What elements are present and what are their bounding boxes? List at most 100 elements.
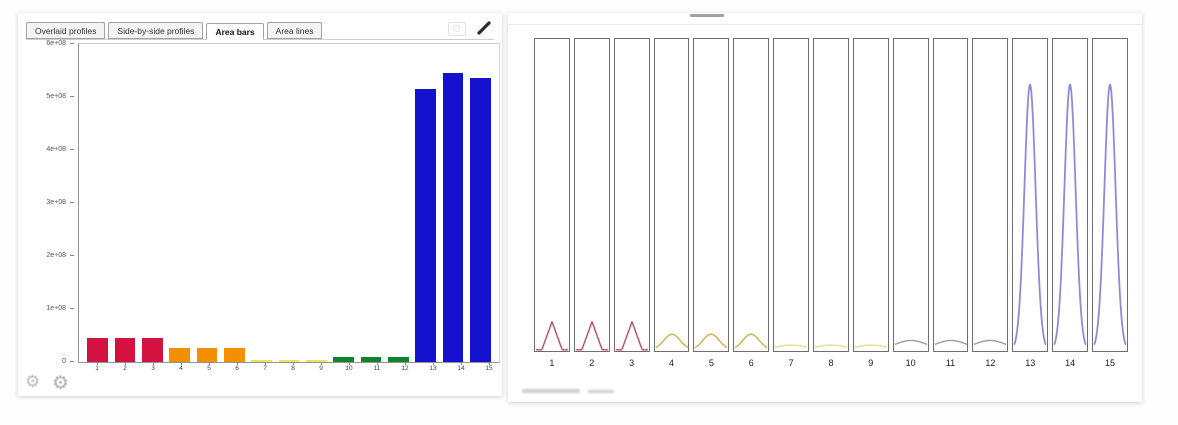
facet-axis-labels: 1 2 3 4 5 6 7 8 9 10 11 12 13 14 15 bbox=[534, 358, 1128, 368]
x-tick-label: 2 bbox=[123, 365, 127, 372]
facet-7 bbox=[773, 38, 810, 352]
gear-icon[interactable]: ⚙ bbox=[52, 373, 70, 394]
tab-side-by-side-profiles[interactable]: Side-by-side profiles bbox=[108, 21, 204, 39]
x-tick: 13 bbox=[419, 362, 447, 378]
x-tick-mark bbox=[265, 362, 266, 365]
profile-curve-13 bbox=[1013, 83, 1047, 345]
y-tick-label: 0 bbox=[62, 357, 66, 365]
illegible-caption-text bbox=[522, 389, 580, 393]
profile-curve-2 bbox=[575, 321, 609, 351]
x-tick-mark bbox=[293, 362, 294, 365]
facet-15 bbox=[1092, 38, 1128, 352]
camera-icon[interactable] bbox=[448, 22, 466, 36]
bar-slot bbox=[166, 44, 193, 362]
facet-label: 12 bbox=[985, 358, 996, 368]
x-tick-label: 12 bbox=[401, 365, 409, 372]
x-tick-label: 5 bbox=[207, 365, 211, 372]
bar-slot bbox=[275, 44, 302, 362]
x-tick-mark bbox=[153, 362, 154, 365]
profile-curve-8 bbox=[814, 344, 848, 348]
x-tick-label: 7 bbox=[263, 365, 267, 372]
profile-curve-9 bbox=[854, 344, 888, 348]
x-tick: 1 bbox=[83, 362, 111, 378]
y-tick-mark bbox=[70, 96, 74, 97]
x-tick-label: 11 bbox=[373, 365, 381, 372]
bar-slot bbox=[412, 44, 439, 362]
bar-slot bbox=[439, 44, 466, 362]
x-tick: 14 bbox=[447, 362, 475, 378]
bar-slot bbox=[139, 44, 166, 362]
tab-overlaid-profiles[interactable]: Overlaid profiles bbox=[26, 21, 106, 39]
facet-label: 2 bbox=[589, 358, 595, 368]
x-tick-mark bbox=[377, 362, 378, 365]
facet-label: 6 bbox=[748, 358, 754, 368]
tab-bar: Overlaid profiles Side-by-side profiles Ar… bbox=[26, 20, 494, 40]
x-tick-label: 14 bbox=[457, 365, 465, 372]
bar-slot bbox=[330, 44, 357, 362]
profile-curve-4 bbox=[655, 333, 688, 348]
x-tick: 9 bbox=[307, 362, 335, 378]
facet-label: 1 bbox=[549, 358, 555, 368]
illegible-title-text bbox=[690, 14, 724, 17]
bar-5 bbox=[196, 347, 218, 362]
profile-curve-15 bbox=[1093, 83, 1127, 345]
bar-1 bbox=[87, 338, 109, 362]
facet-11 bbox=[932, 38, 969, 352]
x-tick: 15 bbox=[475, 362, 503, 378]
x-tick: 5 bbox=[195, 362, 223, 378]
tab-area-lines[interactable]: Area lines bbox=[266, 21, 323, 39]
y-tick-label: 2e+08 bbox=[46, 251, 66, 259]
facet-label: 11 bbox=[945, 358, 956, 368]
facet-1 bbox=[534, 38, 570, 352]
profile-curve-12 bbox=[974, 339, 1007, 345]
x-tick: 12 bbox=[391, 362, 419, 378]
y-tick-label: 4e+08 bbox=[46, 145, 66, 153]
x-tick-mark bbox=[237, 362, 238, 365]
expand-diagonal-icon[interactable] bbox=[475, 19, 493, 37]
facet-13 bbox=[1012, 38, 1049, 352]
profile-curve-14 bbox=[1053, 83, 1087, 345]
y-tick-mark bbox=[70, 255, 74, 256]
bar-12 bbox=[387, 356, 409, 362]
bar-13 bbox=[415, 89, 436, 362]
x-tick-label: 4 bbox=[179, 365, 183, 372]
bar-slot bbox=[303, 44, 330, 362]
x-tick-mark bbox=[433, 362, 434, 365]
bar-7 bbox=[251, 359, 273, 362]
profile-curve-11 bbox=[934, 339, 967, 345]
x-tick-mark bbox=[349, 362, 350, 365]
profile-curve-6 bbox=[735, 333, 768, 348]
y-tick-label: 1e+08 bbox=[46, 304, 66, 312]
facet-label: 10 bbox=[905, 358, 916, 368]
bar-10 bbox=[333, 356, 354, 362]
faceted-profiles-panel: 1 2 3 4 5 6 7 8 9 10 11 12 13 14 15 bbox=[508, 13, 1142, 402]
x-tick-mark bbox=[489, 362, 490, 365]
bar-series bbox=[79, 44, 499, 362]
facet-8 bbox=[813, 38, 849, 352]
x-tick-mark bbox=[209, 362, 210, 365]
divider bbox=[508, 24, 1142, 25]
facet-label: 7 bbox=[788, 358, 794, 368]
y-tick-label: 6e+08 bbox=[46, 39, 66, 47]
x-tick: 6 bbox=[223, 362, 251, 378]
gear-icon[interactable]: ⚙ bbox=[25, 372, 41, 391]
facet-9 bbox=[852, 38, 889, 352]
profile-curve-10 bbox=[894, 339, 927, 345]
y-tick-mark bbox=[70, 149, 74, 150]
x-tick: 2 bbox=[111, 362, 139, 378]
x-tick-label: 8 bbox=[291, 365, 295, 372]
facet-10 bbox=[892, 38, 929, 352]
bar-9 bbox=[305, 359, 327, 362]
facet-4 bbox=[653, 38, 690, 352]
facet-5 bbox=[693, 38, 730, 352]
facet-3 bbox=[613, 38, 650, 352]
bar-2 bbox=[114, 338, 136, 362]
facet-6 bbox=[733, 38, 770, 352]
bar-slot bbox=[221, 44, 248, 362]
tab-area-bars[interactable]: Area bars bbox=[206, 22, 264, 40]
facet-12 bbox=[972, 38, 1009, 352]
y-tick-label: 3e+08 bbox=[46, 198, 66, 206]
profile-curve-3 bbox=[615, 321, 648, 351]
bar-11 bbox=[360, 356, 382, 362]
bar-15 bbox=[469, 78, 491, 362]
